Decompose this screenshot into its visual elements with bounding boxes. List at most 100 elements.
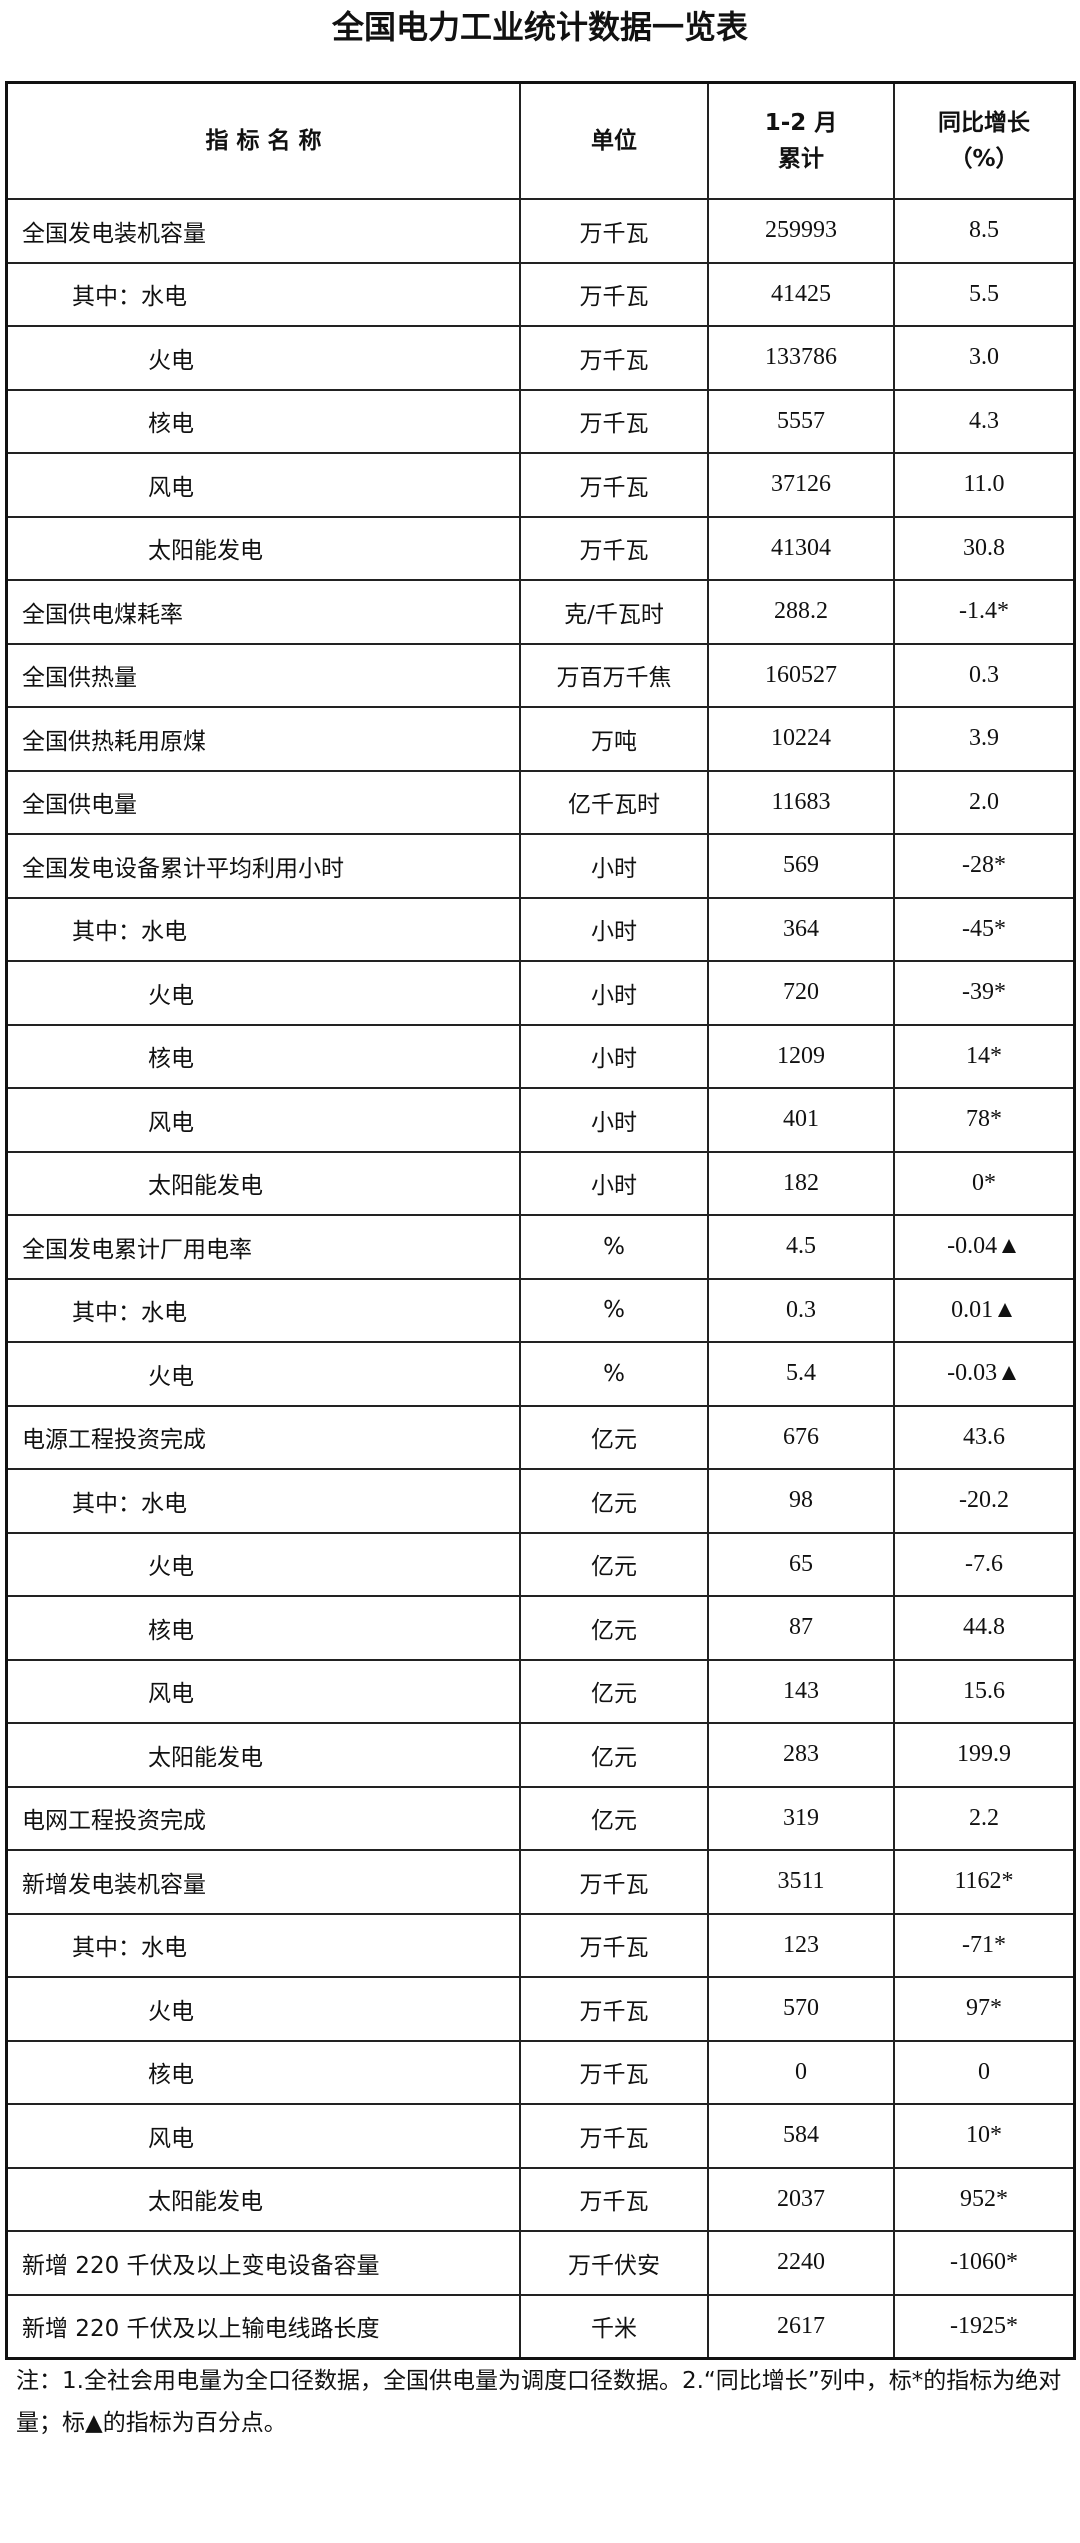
table-row: 火电% 5.4 -0.03▲ — [5, 1341, 1076, 1407]
yoy-growth: 0.3 — [893, 642, 1076, 708]
table-row: 核电 亿元 87 44.8 — [5, 1595, 1076, 1661]
indicator-name: 太阳能发电 — [5, 1150, 521, 1216]
yoy-growth: 15.6 — [893, 1658, 1076, 1724]
cumulative-value: 676 — [707, 1404, 895, 1470]
cumulative-value: 2037 — [707, 2166, 895, 2232]
table-row: 新增 220 千伏及以上输电线路长度 千米 2617 -1925* — [5, 2293, 1076, 2360]
header-name: 指 标 名 称 — [5, 81, 521, 200]
cumulative-value: 584 — [707, 2103, 895, 2169]
table-row: 全国发电设备累计平均利用小时 小时 569 -28* — [5, 833, 1076, 899]
indicator-name: 风电 — [5, 2103, 521, 2169]
unit-cell: 亿元 — [519, 1404, 709, 1470]
cumulative-value: 569 — [707, 833, 895, 899]
unit-cell: 万千瓦 — [519, 388, 709, 454]
cumulative-value: 364 — [707, 896, 895, 962]
indicator-name: 其中：水电 — [5, 1468, 521, 1534]
indicator-name: 全国供热耗用原煤 — [5, 706, 521, 772]
cumulative-value: 133786 — [707, 325, 895, 391]
cumulative-value: 319 — [707, 1785, 895, 1851]
table-row: 其中：水电% 0.3 0.01▲ — [5, 1277, 1076, 1343]
cumulative-value: 41425 — [707, 261, 895, 327]
cumulative-value: 720 — [707, 960, 895, 1026]
table-row: 太阳能发电 亿元 283 199.9 — [5, 1722, 1076, 1788]
cumulative-value: 5.4 — [707, 1341, 895, 1407]
cumulative-value: 288.2 — [707, 579, 895, 645]
unit-cell: 亿千瓦时 — [519, 769, 709, 835]
indicator-name: 核电 — [5, 388, 521, 454]
indicator-name: 火电 — [5, 1341, 521, 1407]
yoy-growth: 5.5 — [893, 261, 1076, 327]
unit-cell: 亿元 — [519, 1722, 709, 1788]
unit-cell: 万千瓦 — [519, 1976, 709, 2042]
unit-cell: 小时 — [519, 833, 709, 899]
header-value-line2: 累计 — [778, 146, 824, 172]
unit-cell: 万千瓦 — [519, 452, 709, 518]
unit-cell: 万千瓦 — [519, 2166, 709, 2232]
table-row: 太阳能发电 万千瓦 41304 30.8 — [5, 515, 1076, 581]
table-row: 全国供电煤耗率 克/千瓦时 288.2 -1.4* — [5, 579, 1076, 645]
unit-cell: % — [519, 1214, 709, 1280]
table-row: 全国供热耗用原煤 万吨 10224 3.9 — [5, 706, 1076, 772]
table-header-row: 指 标 名 称 单位 1-2 月累计 同比增长 （%） — [5, 81, 1076, 200]
table-row: 其中：水电 亿元 98 -20.2 — [5, 1468, 1076, 1534]
yoy-growth: -20.2 — [893, 1468, 1076, 1534]
table-row: 全国供热量 万百万千焦 160527 0.3 — [5, 642, 1076, 708]
yoy-growth: 2.2 — [893, 1785, 1076, 1851]
unit-cell: 万千瓦 — [519, 1849, 709, 1915]
table-row: 电网工程投资完成 亿元 319 2.2 — [5, 1785, 1076, 1851]
yoy-growth: -1.4* — [893, 579, 1076, 645]
yoy-growth: 4.3 — [893, 388, 1076, 454]
table-row: 风电 小时 401 78* — [5, 1087, 1076, 1153]
page-title: 全国电力工业统计数据一览表 — [331, 8, 748, 46]
yoy-growth: 14* — [893, 1023, 1076, 1089]
indicator-name: 其中：水电 — [5, 1277, 521, 1343]
unit-cell: 万千瓦 — [519, 1912, 709, 1978]
header-growth-line2: （%） — [949, 146, 1019, 172]
yoy-growth: 1162* — [893, 1849, 1076, 1915]
unit-cell: 小时 — [519, 1087, 709, 1153]
cumulative-value: 2617 — [707, 2293, 895, 2360]
indicator-name: 太阳能发电 — [5, 515, 521, 581]
yoy-growth: 199.9 — [893, 1722, 1076, 1788]
table-row: 其中：水电 万千瓦 41425 5.5 — [5, 261, 1076, 327]
yoy-growth: 2.0 — [893, 769, 1076, 835]
indicator-name: 其中：水电 — [5, 1912, 521, 1978]
yoy-growth: 10* — [893, 2103, 1076, 2169]
yoy-growth: 3.9 — [893, 706, 1076, 772]
header-growth-line1: 同比增长 — [938, 110, 1030, 136]
unit-cell: 千米 — [519, 2293, 709, 2360]
unit-cell: 万千瓦 — [519, 198, 709, 264]
indicator-name: 风电 — [5, 1087, 521, 1153]
cumulative-value: 0 — [707, 2039, 895, 2105]
header-unit: 单位 — [519, 81, 709, 200]
table-row: 其中：水电 万千瓦 123 -71* — [5, 1912, 1076, 1978]
yoy-growth: 78* — [893, 1087, 1076, 1153]
unit-cell: 亿元 — [519, 1468, 709, 1534]
table-row: 核电 小时 1209 14* — [5, 1023, 1076, 1089]
cumulative-value: 65 — [707, 1531, 895, 1597]
indicator-name: 核电 — [5, 1595, 521, 1661]
header-growth: 同比增长 （%） — [893, 81, 1076, 200]
statistics-table: 指 标 名 称 单位 1-2 月累计 同比增长 （%） 全国发电装机容量 万千瓦 25… — [5, 81, 1076, 2360]
indicator-name: 其中：水电 — [5, 261, 521, 327]
unit-cell: 万吨 — [519, 706, 709, 772]
cumulative-value: 182 — [707, 1150, 895, 1216]
indicator-name: 全国供电煤耗率 — [5, 579, 521, 645]
unit-cell: % — [519, 1277, 709, 1343]
cumulative-value: 401 — [707, 1087, 895, 1153]
table-row: 新增 220 千伏及以上变电设备容量 万千伏安 2240 -1060* — [5, 2230, 1076, 2296]
unit-cell: 万千瓦 — [519, 261, 709, 327]
cumulative-value: 5557 — [707, 388, 895, 454]
indicator-name: 电网工程投资完成 — [5, 1785, 521, 1851]
table-row: 火电 小时 720 -39* — [5, 960, 1076, 1026]
indicator-name: 火电 — [5, 1531, 521, 1597]
indicator-name: 新增 220 千伏及以上变电设备容量 — [5, 2230, 521, 2296]
footnote: 注：1.全社会用电量为全口径数据，全国供电量为调度口径数据。2.“同比增长”列中… — [16, 2368, 1062, 2436]
yoy-growth: 0.01▲ — [893, 1277, 1076, 1343]
table-row: 全国发电装机容量 万千瓦 259993 8.5 — [5, 198, 1076, 264]
yoy-growth: -45* — [893, 896, 1076, 962]
unit-cell: 亿元 — [519, 1658, 709, 1724]
unit-cell: 亿元 — [519, 1531, 709, 1597]
yoy-growth: 30.8 — [893, 515, 1076, 581]
indicator-name: 火电 — [5, 1976, 521, 2042]
